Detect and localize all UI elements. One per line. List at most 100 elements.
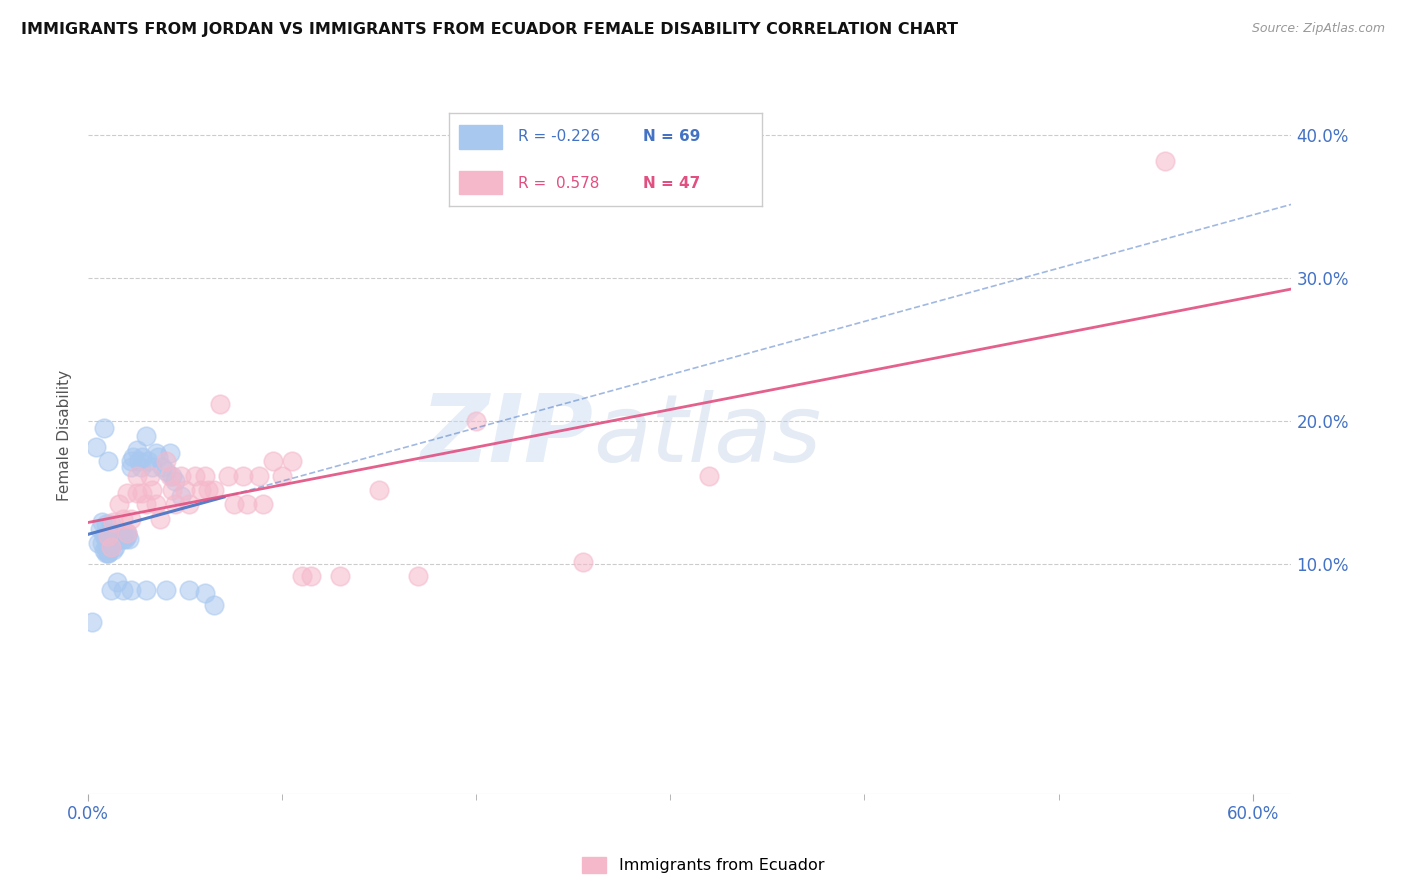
Point [177, 497, 200, 511]
Point [406, 569, 429, 583]
Point [93, 421, 115, 435]
Point [108, 497, 131, 511]
Text: Source: ZipAtlas.com: Source: ZipAtlas.com [1251, 22, 1385, 36]
Point [165, 497, 187, 511]
Point [136, 454, 159, 468]
Point [209, 397, 232, 411]
Point [103, 515, 125, 529]
Point [105, 525, 128, 540]
Point [160, 468, 183, 483]
Point [299, 569, 322, 583]
Point [247, 468, 270, 483]
Point [129, 460, 152, 475]
Point [121, 450, 143, 464]
Point [87, 536, 110, 550]
Point [197, 483, 219, 497]
Text: IMMIGRANTS FROM JORDAN VS IMMIGRANTS FROM ECUADOR FEMALE DISABILITY CORRELATION : IMMIGRANTS FROM JORDAN VS IMMIGRANTS FRO… [21, 22, 957, 37]
Point [120, 583, 142, 598]
Point [120, 511, 142, 525]
Point [184, 468, 207, 483]
Point [159, 446, 181, 460]
Point [368, 483, 391, 497]
Point [232, 468, 254, 483]
Point [125, 486, 148, 500]
Point [98, 532, 121, 546]
Point [155, 454, 177, 468]
Point [103, 543, 125, 558]
Point [194, 468, 217, 483]
Point [222, 497, 245, 511]
Point [159, 468, 181, 483]
Point [114, 532, 136, 546]
Y-axis label: Female Disability: Female Disability [58, 370, 72, 501]
Point [155, 583, 177, 598]
Text: ZIP: ZIP [420, 390, 593, 482]
Point [103, 532, 125, 546]
Point [115, 525, 138, 540]
Point [202, 598, 225, 612]
Point [120, 460, 142, 475]
Point [115, 529, 138, 543]
Point [100, 541, 122, 555]
Point [170, 468, 193, 483]
Point [98, 525, 121, 540]
Point [98, 536, 121, 550]
Point [90, 515, 112, 529]
Point [100, 532, 122, 546]
Point [108, 532, 131, 546]
Point [141, 483, 163, 497]
Point [1154, 153, 1177, 168]
Point [697, 468, 720, 483]
Point [112, 583, 135, 598]
Point [93, 543, 115, 558]
Point [194, 586, 217, 600]
Point [135, 497, 157, 511]
Point [146, 450, 169, 464]
Point [80, 615, 103, 629]
Point [94, 541, 117, 555]
Point [94, 517, 117, 532]
Point [252, 497, 274, 511]
Point [217, 468, 239, 483]
Point [572, 555, 595, 569]
Point [291, 569, 314, 583]
Point [90, 536, 112, 550]
Point [236, 497, 259, 511]
Point [97, 529, 120, 543]
Point [112, 532, 135, 546]
Point [165, 475, 187, 489]
Point [202, 483, 225, 497]
Point [145, 446, 167, 460]
Point [100, 532, 122, 546]
Point [150, 460, 173, 475]
Point [112, 529, 135, 543]
Point [131, 486, 153, 500]
Point [100, 517, 122, 532]
Point [141, 460, 163, 475]
Point [97, 454, 120, 468]
Point [125, 468, 148, 483]
Point [131, 450, 153, 464]
Point [149, 511, 172, 525]
Point [84, 440, 107, 454]
Point [174, 483, 197, 497]
Point [105, 532, 128, 546]
Point [155, 464, 177, 478]
Point [97, 541, 120, 555]
Point [170, 489, 193, 503]
Point [139, 468, 162, 483]
Point [177, 583, 200, 598]
Point [97, 536, 120, 550]
Point [97, 546, 120, 560]
Point [115, 525, 138, 540]
Point [112, 511, 135, 525]
Point [97, 529, 120, 543]
Legend: Immigrants from Ecuador: Immigrants from Ecuador [575, 850, 831, 880]
Point [160, 483, 183, 497]
Point [93, 529, 115, 543]
Point [128, 454, 150, 468]
Point [120, 454, 142, 468]
Point [118, 532, 141, 546]
Point [94, 532, 117, 546]
Point [190, 483, 212, 497]
